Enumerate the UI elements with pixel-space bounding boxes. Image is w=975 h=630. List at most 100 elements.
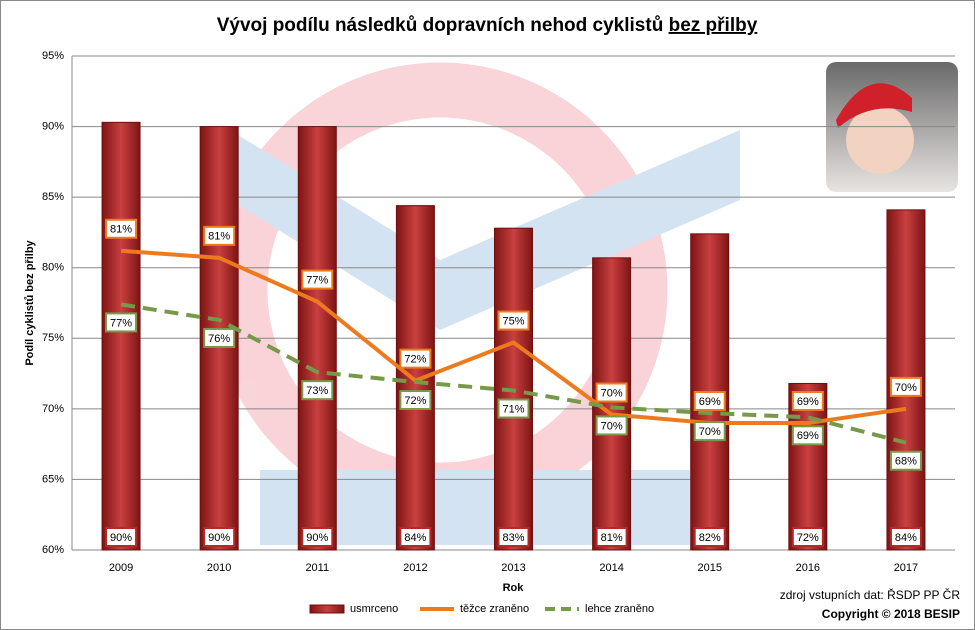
y-tick-label: 95%: [42, 50, 64, 62]
chart-title: Vývoj podílu následků dopravních nehod c…: [217, 15, 758, 36]
data-label: 81%: [203, 225, 236, 246]
data-label: 73%: [301, 380, 334, 401]
y-tick-label: 75%: [42, 332, 64, 344]
data-label: 77%: [105, 312, 138, 333]
data-label: 70%: [595, 415, 628, 436]
label-box: [791, 527, 824, 547]
label-box: [105, 218, 138, 239]
label-box: [301, 527, 334, 547]
label-box: [399, 527, 432, 547]
data-label-text: 76%: [208, 333, 230, 345]
y-tick-label: 70%: [42, 403, 64, 415]
label-box: [497, 310, 530, 331]
data-label: 77%: [301, 269, 334, 290]
label-box: [399, 348, 432, 369]
x-tick-label: 2013: [501, 562, 525, 574]
label-box: [595, 527, 628, 547]
data-label-text: 70%: [699, 426, 721, 438]
data-label: 71%: [497, 398, 530, 419]
data-label: 90%: [301, 527, 334, 547]
label-box: [889, 527, 922, 547]
data-label: 72%: [399, 348, 432, 369]
label-box: [791, 390, 824, 411]
data-label-text: 81%: [601, 532, 623, 544]
data-label: 70%: [693, 421, 726, 442]
x-tick-label: 2012: [403, 562, 427, 574]
x-tick-label: 2011: [305, 562, 329, 574]
x-axis-title: Rok: [503, 582, 525, 594]
legend-label: těžce zraněno: [460, 603, 529, 615]
y-tick-label: 90%: [42, 120, 64, 132]
label-box: [497, 527, 530, 547]
data-label-text: 81%: [110, 224, 132, 236]
data-label-text: 82%: [699, 532, 721, 544]
data-label-text: 68%: [895, 456, 917, 468]
data-label: 84%: [399, 527, 432, 547]
y-axis-title: Podíl cyklistů bez přilby: [24, 239, 36, 365]
legend-label: lehce zraněno: [585, 603, 654, 615]
label-box: [889, 450, 922, 471]
data-label: 70%: [889, 376, 922, 397]
y-tick-label: 80%: [42, 262, 64, 274]
x-tick-label: 2016: [796, 562, 820, 574]
data-label-text: 69%: [797, 430, 819, 442]
label-box: [595, 415, 628, 436]
data-label: 76%: [203, 327, 236, 348]
data-label: 69%: [791, 390, 824, 411]
data-label: 72%: [399, 390, 432, 411]
y-tick-label: 65%: [42, 473, 64, 485]
data-label: 84%: [889, 527, 922, 547]
x-tick-label: 2010: [207, 562, 231, 574]
title-underlined: bez přilby: [669, 15, 758, 36]
data-label-text: 84%: [404, 532, 426, 544]
data-label-text: 72%: [404, 395, 426, 407]
legend-label: usmrceno: [350, 603, 398, 615]
label-box: [203, 527, 236, 547]
label-box: [693, 390, 726, 411]
line: [120, 248, 907, 425]
bar: [101, 121, 141, 551]
data-label-text: 70%: [601, 387, 623, 399]
data-label-text: 69%: [699, 396, 721, 408]
data-label: 90%: [203, 527, 236, 547]
data-label: 90%: [105, 527, 138, 547]
data-label-text: 81%: [208, 231, 230, 243]
label-box: [889, 376, 922, 397]
data-label-text: 75%: [502, 315, 524, 327]
title-text: Vývoj podílu následků dopravních nehod c…: [217, 15, 664, 36]
label-box: [105, 527, 138, 547]
x-tick-label: 2014: [599, 562, 623, 574]
data-label: 69%: [693, 390, 726, 411]
data-label: 69%: [791, 425, 824, 446]
data-label: 68%: [889, 450, 922, 471]
data-label: 72%: [791, 527, 824, 547]
data-label: 75%: [497, 310, 530, 331]
data-label: 81%: [105, 218, 138, 239]
bar: [297, 126, 337, 551]
data-label-text: 72%: [404, 354, 426, 366]
label-box: [693, 527, 726, 547]
data-label: 81%: [595, 527, 628, 547]
label-box: [301, 269, 334, 290]
label-box: [399, 390, 432, 411]
x-tick-label: 2017: [894, 562, 918, 574]
data-label-text: 90%: [208, 532, 230, 544]
label-box: [497, 398, 530, 419]
legend-swatch: [309, 604, 345, 614]
label-box: [203, 225, 236, 246]
data-label-text: 69%: [797, 396, 819, 408]
data-label-text: 77%: [306, 274, 328, 286]
bar: [395, 205, 435, 551]
data-label-text: 73%: [306, 385, 328, 397]
copyright: Copyright © 2018 BESIP: [822, 607, 960, 621]
source-note: zdroj vstupních dat: ŘSDP PP ČR: [780, 587, 961, 602]
data-label-text: 71%: [502, 403, 524, 415]
label-box: [301, 380, 334, 401]
line: [120, 302, 907, 445]
data-label-text: 77%: [110, 317, 132, 329]
label-box: [595, 382, 628, 403]
data-label: 70%: [595, 382, 628, 403]
data-label-text: 90%: [306, 532, 328, 544]
data-label-text: 70%: [601, 420, 623, 432]
